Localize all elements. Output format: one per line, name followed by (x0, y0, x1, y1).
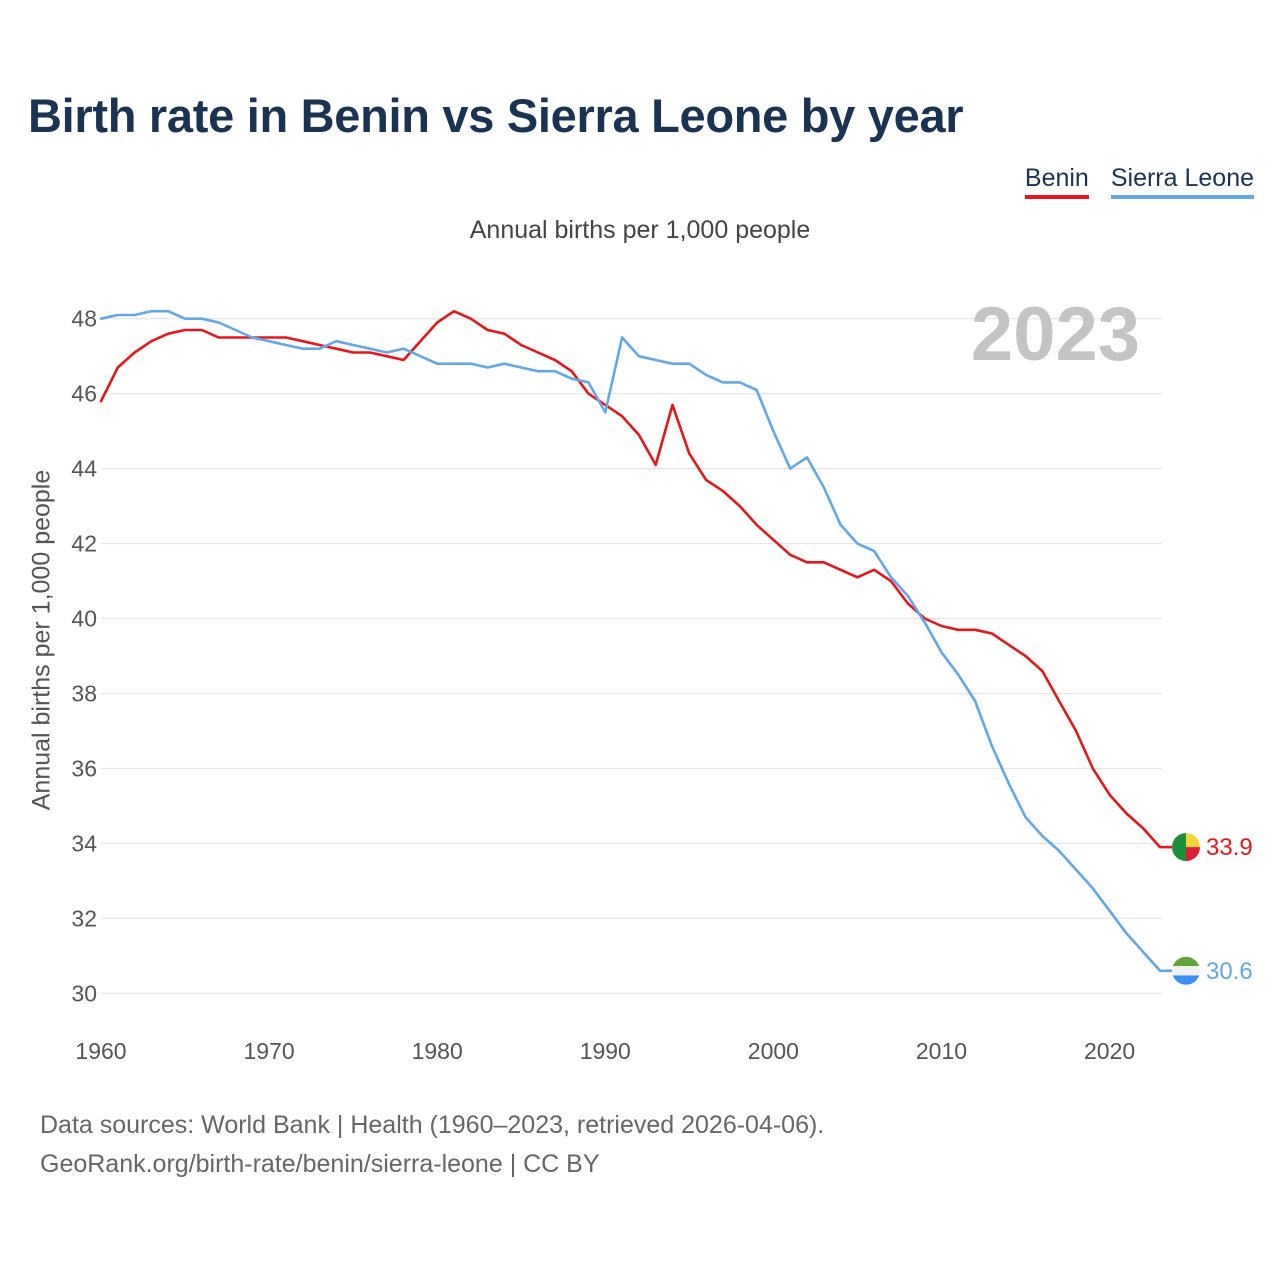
y-axis-ticks: 30 32 34 36 38 40 42 44 46 48 (71, 306, 97, 1007)
x-tick-label: 1980 (412, 1038, 463, 1064)
y-tick-label: 36 (71, 755, 97, 781)
x-tick-label: 2010 (916, 1038, 967, 1064)
chart-subtitle: Annual births per 1,000 people (469, 216, 811, 244)
year-watermark: 2023 (971, 292, 1140, 377)
x-tick-label: 1960 (75, 1038, 126, 1064)
y-tick-label: 48 (71, 306, 97, 332)
legend-benin[interactable]: Benin (1024, 164, 1089, 199)
y-tick-label: 30 (71, 980, 97, 1006)
chart-title: Birth rate in Benin vs Sierra Leone by y… (28, 89, 964, 142)
series-line-sierra-leone[interactable] (99, 309, 1162, 973)
x-tick-label: 1970 (244, 1038, 295, 1064)
series-line-benin[interactable] (99, 309, 1162, 849)
legend: Benin Sierra Leone (1024, 164, 1254, 199)
x-tick-label: 2020 (1084, 1038, 1135, 1064)
source-url-text: GeoRank.org/birth-rate/benin/sierra-leon… (40, 1150, 600, 1178)
x-tick-label: 1990 (580, 1038, 631, 1064)
gridlines (101, 318, 1162, 994)
x-axis-ticks: 1960 1970 1980 1990 2000 2010 2020 (75, 1038, 1135, 1064)
y-tick-label: 40 (71, 606, 97, 632)
benin-flag-icon (1172, 833, 1200, 862)
end-value-label: 33.9 (1206, 834, 1253, 861)
end-value-label: 30.6 (1206, 958, 1253, 985)
y-tick-label: 38 (71, 680, 97, 706)
y-tick-label: 42 (71, 531, 97, 557)
y-tick-label: 32 (71, 905, 97, 931)
x-tick-label: 2000 (748, 1038, 799, 1064)
end-markers: 33.9 30.6 (1160, 833, 1253, 985)
footer: Data sources: World Bank | Health (1960–… (40, 1106, 824, 1184)
y-tick-label: 46 (71, 381, 97, 407)
legend-sierra-leone[interactable]: Sierra Leone (1110, 164, 1254, 199)
y-tick-label: 44 (71, 456, 97, 482)
series-lines (99, 309, 1162, 973)
sierra-leone-flag-icon (1172, 956, 1200, 985)
data-source-text: Data sources: World Bank | Health (1960–… (40, 1111, 825, 1139)
y-tick-label: 34 (71, 830, 97, 856)
